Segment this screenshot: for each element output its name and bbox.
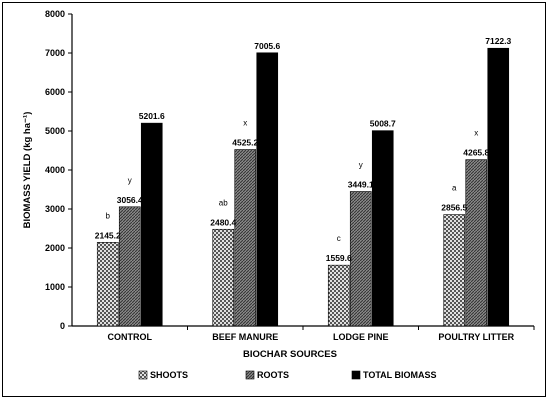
y-axis-title: BIOMASS YIELD (kg ha⁻¹) [22, 112, 33, 229]
bar-total-biomass [487, 47, 510, 327]
data-label: 2856.5 [441, 203, 467, 213]
bar-roots [234, 149, 257, 327]
legend-label: TOTAL BIOMASS [363, 370, 437, 380]
significance-letter: ab [219, 198, 228, 207]
x-category-label: POULTRY LITTER [438, 332, 514, 342]
x-axis-title: BIOCHAR SOURCES [243, 349, 337, 360]
bar-shoots [443, 214, 466, 327]
y-tick-label: 0 [60, 321, 65, 331]
legend-swatch [351, 370, 361, 380]
data-label: 1559.6 [326, 253, 352, 263]
legend-swatch [245, 370, 255, 380]
legend-label: SHOOTS [150, 370, 188, 380]
bar-roots [349, 191, 372, 327]
data-label: 5201.6 [139, 111, 165, 121]
significance-letter: x [474, 129, 478, 138]
x-category-label: BEEF MANURE [212, 332, 278, 342]
y-tick-label: 7000 [45, 48, 65, 58]
legend-label: ROOTS [257, 370, 289, 380]
x-category-label: LODGE PINE [333, 332, 389, 342]
legend-swatch [138, 370, 148, 380]
y-tick-label: 4000 [45, 165, 65, 175]
data-label: 3449.1 [348, 179, 374, 189]
significance-letter: b [106, 211, 111, 220]
bar-roots [118, 206, 141, 327]
significance-letter: c [337, 234, 341, 243]
significance-letter: a [452, 184, 457, 193]
x-category-label: CONTROL [108, 332, 153, 342]
data-labels: 2145.2 b 3056.4 y 5201.6 2480.4 ab 4525.2 x 7005.… [95, 36, 512, 263]
data-label: 7122.3 [485, 36, 511, 46]
significance-letter: y [128, 176, 132, 185]
y-tick-label: 8000 [45, 9, 65, 19]
significance-letter: x [243, 119, 247, 128]
data-label: 2480.4 [210, 217, 236, 227]
data-label: 2145.2 [95, 230, 121, 240]
data-label: 5008.7 [370, 119, 396, 129]
significance-letter: y [359, 160, 363, 169]
data-label: 3056.4 [117, 195, 143, 205]
y-tick-label: 6000 [45, 87, 65, 97]
bar-total-biomass [256, 52, 279, 327]
data-label: 4525.2 [232, 138, 258, 148]
y-tick-label: 1000 [45, 282, 65, 292]
bars [96, 47, 510, 327]
data-label: 7005.6 [254, 41, 280, 51]
bar-shoots [327, 264, 350, 327]
bar-roots [465, 159, 488, 327]
bar-shoots [96, 242, 119, 327]
y-tick-label: 5000 [45, 126, 65, 136]
bar-shoots [212, 228, 235, 327]
y-tick-label: 2000 [45, 243, 65, 253]
bar-total-biomass [140, 122, 163, 327]
legend: SHOOTS ROOTS TOTAL BIOMASS [138, 370, 437, 380]
bar-total-biomass [371, 130, 394, 327]
y-tick-label: 3000 [45, 204, 65, 214]
data-label: 4265.8 [463, 148, 489, 158]
